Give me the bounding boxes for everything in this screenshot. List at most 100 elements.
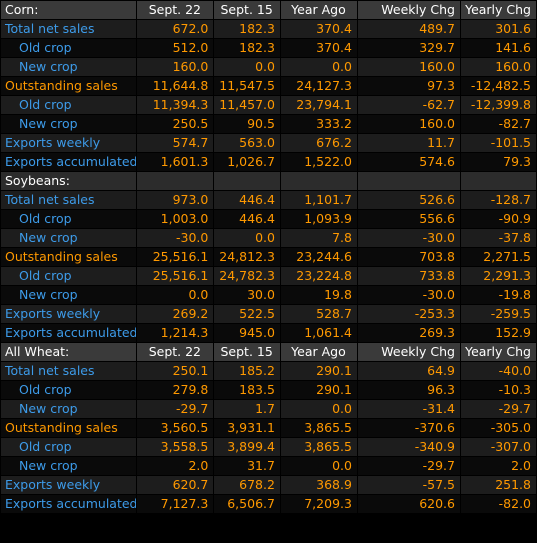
table-row[interactable]: Old crop 512.0 182.3 370.4 329.7 141.6 — [1, 39, 536, 57]
cell-value: -29.7 — [460, 400, 536, 418]
column-header: Yearly Chg — [460, 1, 536, 19]
cell-value: 23,244.6 — [280, 248, 357, 266]
cell-value: 269.3 — [357, 324, 460, 342]
table-row[interactable]: New crop 250.5 90.5 333.2 160.0 -82.7 — [1, 115, 536, 133]
table-row[interactable]: New crop -29.7 1.7 0.0 -31.4 -29.7 — [1, 400, 536, 418]
cell-value: 2,271.5 — [460, 248, 536, 266]
cell-value: 301.6 — [460, 20, 536, 38]
section-header-spacer — [460, 172, 536, 190]
row-label: Old crop — [1, 381, 137, 399]
cell-value: -101.5 — [460, 134, 536, 152]
cell-value: 370.4 — [280, 20, 357, 38]
cell-value: 1,522.0 — [280, 153, 357, 171]
cell-value: 574.6 — [357, 153, 460, 171]
cell-value: -82.7 — [460, 115, 536, 133]
cell-value: 269.2 — [137, 305, 214, 323]
cell-value: -370.6 — [357, 419, 460, 437]
table-row[interactable]: Exports weekly 269.2 522.5 528.7 -253.3 -259.… — [1, 305, 536, 323]
table-row[interactable]: New crop 0.0 30.0 19.8 -30.0 -19.8 — [1, 286, 536, 304]
cell-value: -253.3 — [357, 305, 460, 323]
cell-value: -37.8 — [460, 229, 536, 247]
export-sales-body: Corn: Sept. 22 Sept. 15 Year Ago Weekly Chg Y… — [1, 1, 536, 513]
table-row[interactable]: Exports accumulated 1,601.3 1,026.7 1,522.0… — [1, 153, 536, 171]
cell-value: 183.5 — [214, 381, 280, 399]
cell-value: 160.0 — [137, 58, 214, 76]
cell-value: 6,506.7 — [214, 495, 280, 513]
section-header-wheat: All Wheat: Sept. 22 Sept. 15 Year Ago Weekly… — [1, 343, 536, 361]
cell-value: -29.7 — [357, 457, 460, 475]
section-header-corn: Corn: Sept. 22 Sept. 15 Year Ago Weekly Chg Y… — [1, 1, 536, 19]
table-row[interactable]: New crop 160.0 0.0 0.0 160.0 160.0 — [1, 58, 536, 76]
cell-value: 23,794.1 — [280, 96, 357, 114]
cell-value: 152.9 — [460, 324, 536, 342]
cell-value: -259.5 — [460, 305, 536, 323]
table-row[interactable]: Old crop 11,394.3 11,457.0 23,794.1 -62.7 -12… — [1, 96, 536, 114]
cell-value: -62.7 — [357, 96, 460, 114]
cell-value: 672.0 — [137, 20, 214, 38]
cell-value: 1,093.9 — [280, 210, 357, 228]
row-label: Old crop — [1, 267, 137, 285]
table-row[interactable]: Total net sales 973.0 446.4 1,101.7 526.6 -12… — [1, 191, 536, 209]
table-row[interactable]: Old crop 3,558.5 3,899.4 3,865.5 -340.9 -307.… — [1, 438, 536, 456]
cell-value: 2,291.3 — [460, 267, 536, 285]
column-header: Weekly Chg — [357, 1, 460, 19]
row-label: Total net sales — [1, 362, 137, 380]
cell-value: 7,127.3 — [137, 495, 214, 513]
cell-value: 24,127.3 — [280, 77, 357, 95]
cell-value: -57.5 — [357, 476, 460, 494]
column-header: Sept. 15 — [214, 1, 280, 19]
section-header-soybeans: Soybeans: — [1, 172, 536, 190]
section-header-spacer — [280, 172, 357, 190]
cell-value: 0.0 — [280, 58, 357, 76]
table-row[interactable]: Outstanding sales 25,516.1 24,812.3 23,244.… — [1, 248, 536, 266]
table-row[interactable]: New crop 2.0 31.7 0.0 -29.7 2.0 — [1, 457, 536, 475]
table-row[interactable]: Old crop 279.8 183.5 290.1 96.3 -10.3 — [1, 381, 536, 399]
cell-value: -307.0 — [460, 438, 536, 456]
table-row[interactable]: Outstanding sales 3,560.5 3,931.1 3,865.5 -3… — [1, 419, 536, 437]
cell-value: 563.0 — [214, 134, 280, 152]
cell-value: 333.2 — [280, 115, 357, 133]
cell-value: 1,026.7 — [214, 153, 280, 171]
cell-value: 24,812.3 — [214, 248, 280, 266]
row-label: Total net sales — [1, 20, 137, 38]
cell-value: 620.7 — [137, 476, 214, 494]
cell-value: -19.8 — [460, 286, 536, 304]
table-row[interactable]: Old crop 25,516.1 24,782.3 23,224.8 733.8 2,2… — [1, 267, 536, 285]
cell-value: 25,516.1 — [137, 248, 214, 266]
cell-value: 678.2 — [214, 476, 280, 494]
table-row[interactable]: Old crop 1,003.0 446.4 1,093.9 556.6 -90.9 — [1, 210, 536, 228]
cell-value: 279.8 — [137, 381, 214, 399]
export-sales-table: Corn: Sept. 22 Sept. 15 Year Ago Weekly Chg Y… — [1, 1, 536, 513]
column-header: Sept. 15 — [214, 343, 280, 361]
cell-value: 574.7 — [137, 134, 214, 152]
row-label: New crop — [1, 400, 137, 418]
cell-value: 522.5 — [214, 305, 280, 323]
table-row[interactable]: Exports weekly 620.7 678.2 368.9 -57.5 251.8 — [1, 476, 536, 494]
table-row[interactable]: Exports accumulated 1,214.3 945.0 1,061.4 26… — [1, 324, 536, 342]
cell-value: 446.4 — [214, 191, 280, 209]
cell-value: 2.0 — [137, 457, 214, 475]
table-row[interactable]: Exports accumulated 7,127.3 6,506.7 7,209.3… — [1, 495, 536, 513]
cell-value: -31.4 — [357, 400, 460, 418]
section-title: Corn: — [1, 1, 137, 19]
row-label: Exports accumulated — [1, 324, 137, 342]
cell-value: 2.0 — [460, 457, 536, 475]
cell-value: 3,865.5 — [280, 438, 357, 456]
table-row[interactable]: New crop -30.0 0.0 7.8 -30.0 -37.8 — [1, 229, 536, 247]
table-row[interactable]: Exports weekly 574.7 563.0 676.2 11.7 -101.5 — [1, 134, 536, 152]
cell-value: 1,003.0 — [137, 210, 214, 228]
cell-value: 290.1 — [280, 381, 357, 399]
table-row[interactable]: Total net sales 250.1 185.2 290.1 64.9 -40.0 — [1, 362, 536, 380]
cell-value: 1.7 — [214, 400, 280, 418]
cell-value: 3,865.5 — [280, 419, 357, 437]
table-row[interactable]: Total net sales 672.0 182.3 370.4 489.7 301.6 — [1, 20, 536, 38]
cell-value: 703.8 — [357, 248, 460, 266]
cell-value: 370.4 — [280, 39, 357, 57]
row-label: New crop — [1, 58, 137, 76]
table-row[interactable]: Outstanding sales 11,644.8 11,547.5 24,127.… — [1, 77, 536, 95]
cell-value: 1,101.7 — [280, 191, 357, 209]
cell-value: 0.0 — [214, 58, 280, 76]
cell-value: 512.0 — [137, 39, 214, 57]
cell-value: 182.3 — [214, 39, 280, 57]
cell-value: 0.0 — [214, 229, 280, 247]
